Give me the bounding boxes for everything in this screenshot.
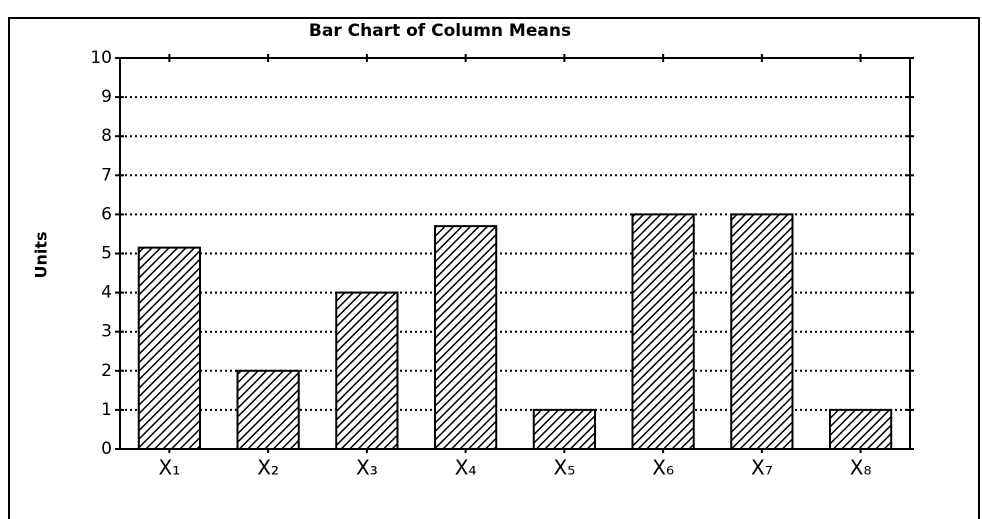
x-tick-label: X₅ <box>554 456 576 480</box>
bar <box>631 213 695 450</box>
bar <box>730 213 794 450</box>
y-tick-label: 1 <box>101 400 112 420</box>
bar <box>137 246 201 450</box>
bar <box>532 408 596 450</box>
y-axis-label: Units <box>32 231 51 278</box>
bar <box>236 369 300 450</box>
y-tick-label: 6 <box>101 204 112 224</box>
x-tick-label: X₃ <box>356 456 378 480</box>
y-tick-label: 7 <box>101 165 112 185</box>
y-tick-label: 5 <box>101 244 112 264</box>
y-tick-label: 8 <box>101 126 112 146</box>
y-tick-label: 3 <box>101 322 112 342</box>
x-tick-label: X₆ <box>652 456 674 480</box>
bar <box>434 225 498 450</box>
y-tick-label: 2 <box>101 361 112 381</box>
x-tick-label: X₈ <box>850 456 872 480</box>
frame <box>8 17 980 519</box>
x-tick-label: X₂ <box>257 456 279 480</box>
chart-title: Bar Chart of Column Means <box>309 21 571 41</box>
x-tick-label: X₄ <box>455 456 477 480</box>
y-tick-label: 0 <box>101 439 112 459</box>
x-tick-label: X₇ <box>751 456 773 480</box>
x-tick-label: X₁ <box>159 456 181 480</box>
y-tick-label: 9 <box>101 87 112 107</box>
bar <box>335 291 399 450</box>
y-tick-label: 4 <box>101 283 112 303</box>
bar <box>829 408 893 450</box>
y-tick-label: 10 <box>90 48 112 68</box>
plot-area <box>119 57 911 450</box>
